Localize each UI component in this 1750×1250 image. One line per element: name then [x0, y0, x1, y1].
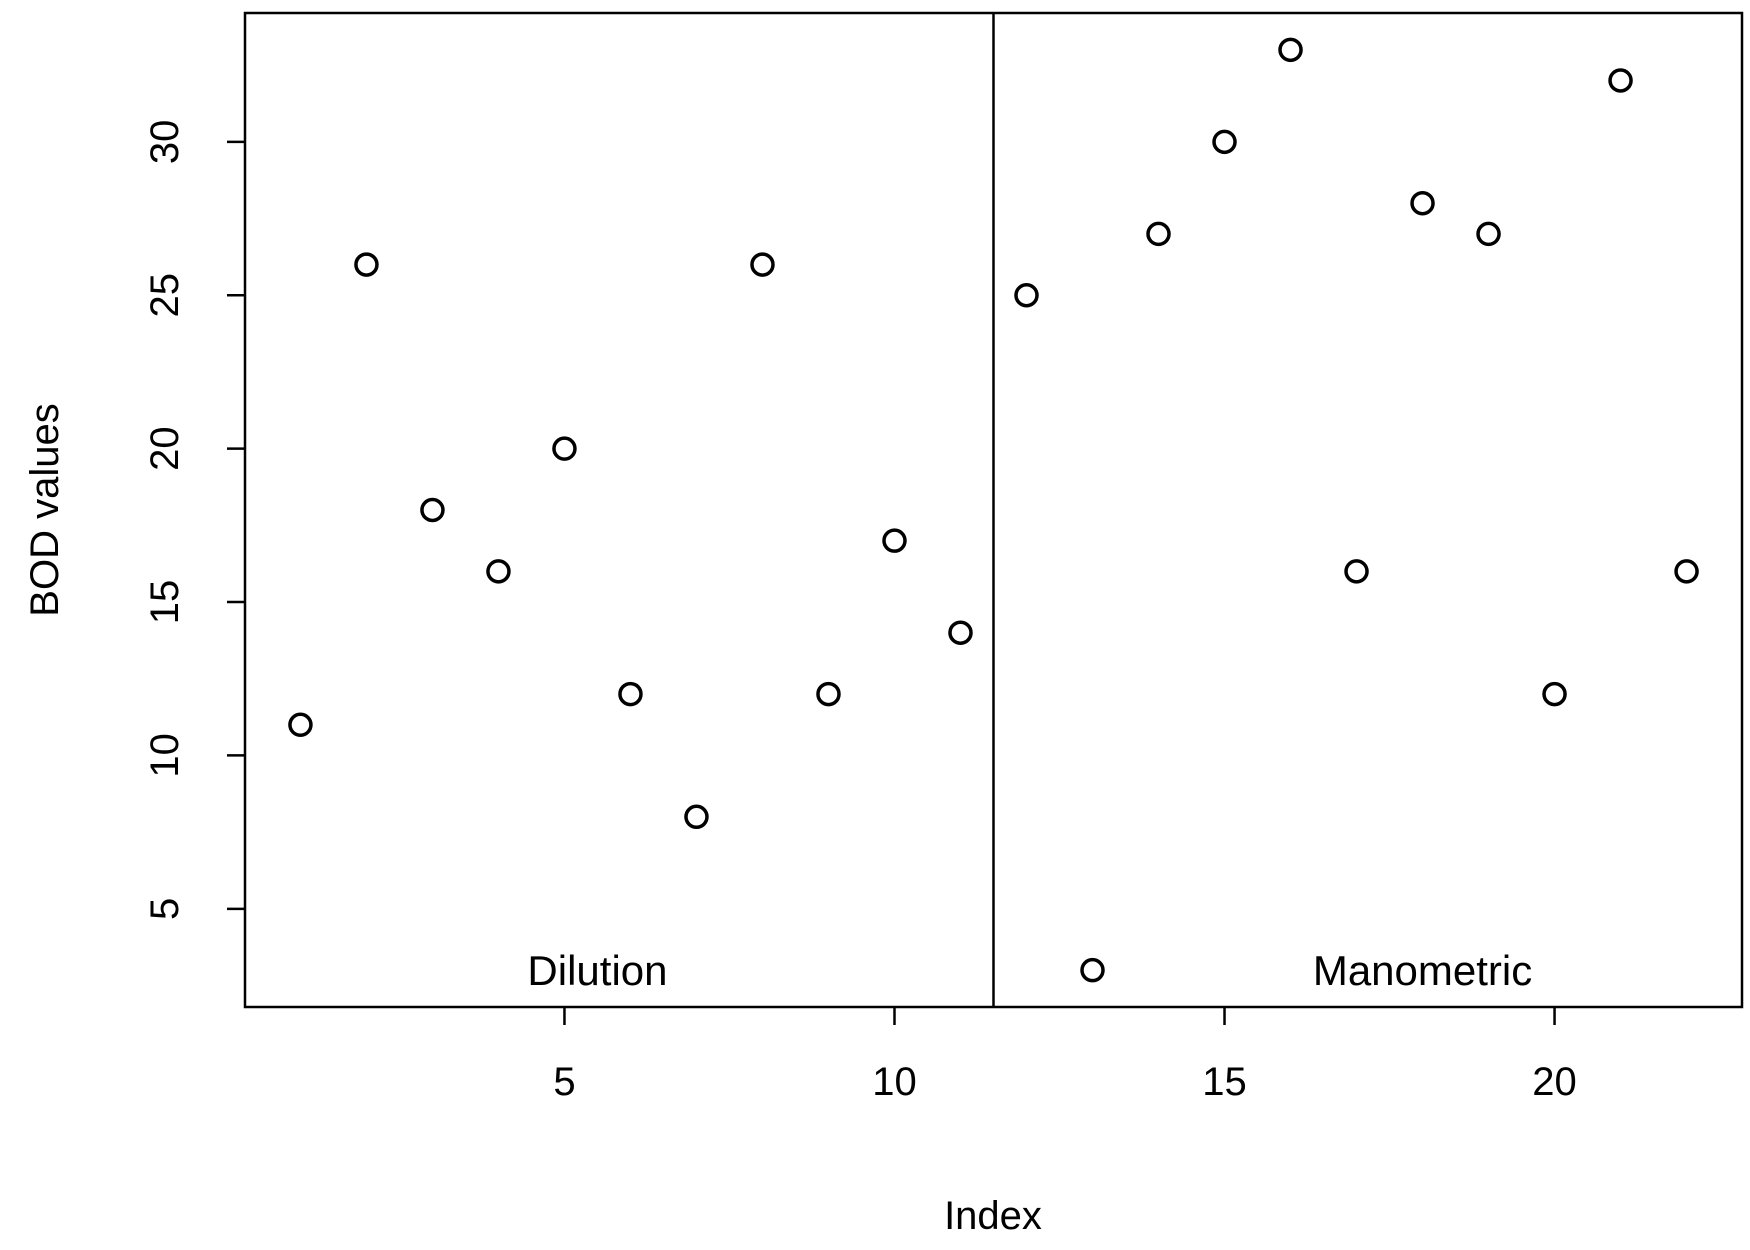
data-point — [552, 436, 577, 461]
data-point — [1080, 957, 1105, 983]
data-point — [1476, 221, 1501, 247]
data-points — [288, 37, 1699, 983]
data-point — [1410, 190, 1435, 216]
data-point — [816, 681, 841, 707]
data-point — [948, 620, 973, 645]
y-tick-label: 10 — [143, 733, 187, 778]
group-labels: Dilution Manometric — [527, 947, 1532, 994]
data-point — [684, 804, 709, 830]
y-tick-label: 25 — [143, 273, 187, 318]
data-point — [486, 559, 511, 584]
x-tick-label: 10 — [872, 1060, 917, 1104]
data-point — [1674, 559, 1699, 584]
data-point — [1212, 129, 1237, 155]
x-tick-label: 20 — [1532, 1060, 1577, 1104]
data-point — [1608, 68, 1633, 93]
group-label: Dilution — [527, 947, 667, 994]
y-tick-label: 15 — [143, 580, 187, 625]
y-tick-label: 20 — [143, 426, 187, 471]
group-label: Manometric — [1313, 947, 1532, 994]
data-point — [1542, 681, 1567, 707]
x-tick-label: 15 — [1202, 1060, 1247, 1104]
data-point — [1344, 559, 1369, 584]
data-point — [882, 528, 907, 553]
y-tick-label: 5 — [143, 898, 187, 920]
y-tick-label: 30 — [143, 120, 187, 165]
y-axis-title: BOD values — [23, 403, 67, 616]
y-axis: 5 10 15 20 25 30 — [143, 120, 245, 920]
x-axis: 5 10 15 20 — [553, 1007, 1577, 1104]
data-point — [1146, 221, 1171, 247]
x-tick-label: 5 — [553, 1060, 575, 1104]
data-point — [1278, 37, 1303, 63]
data-point — [420, 497, 445, 523]
data-point — [618, 681, 643, 707]
x-axis-title: Index — [944, 1194, 1042, 1238]
data-point — [288, 712, 313, 738]
data-point — [354, 252, 379, 277]
data-point — [750, 252, 775, 277]
data-point — [1014, 282, 1039, 308]
